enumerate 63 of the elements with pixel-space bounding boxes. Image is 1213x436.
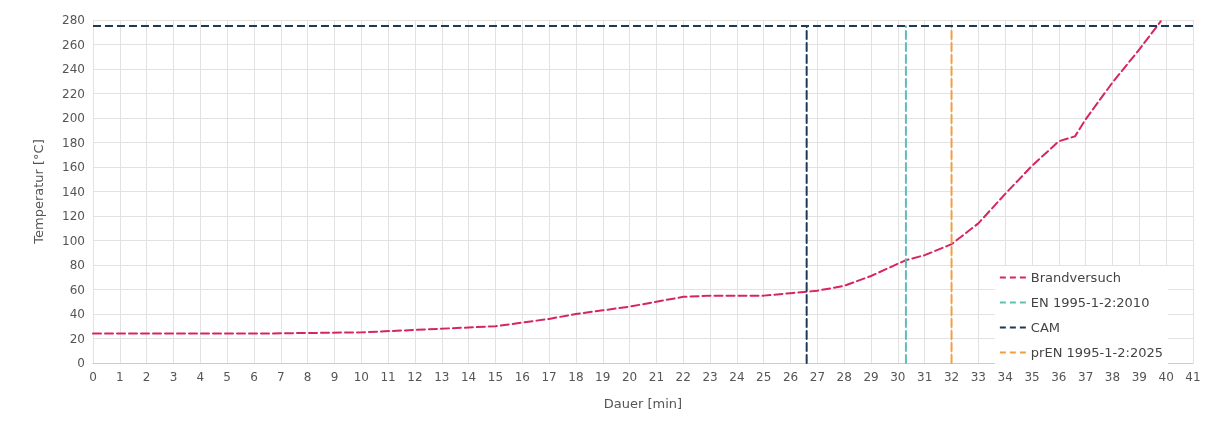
y-axis-title: Temperatur [°C]: [31, 139, 46, 245]
legend-label: EN 1995-1-2:2010: [1030, 295, 1150, 310]
x-tick-label: 10: [353, 370, 369, 384]
x-tick-label: 21: [648, 370, 665, 384]
x-tick-label: 41: [1185, 370, 1201, 384]
y-tick-label: 180: [62, 135, 85, 150]
y-tick-label: 140: [62, 184, 85, 199]
y-tick-label: 60: [69, 282, 85, 297]
legend-label: Brandversuch: [1030, 270, 1122, 285]
y-tick-label: 100: [62, 233, 85, 248]
x-tick-label: 34: [997, 370, 1013, 384]
x-tick-label: 25: [756, 370, 772, 384]
x-tick-label: 14: [460, 370, 477, 384]
x-tick-label: 13: [434, 370, 450, 384]
x-tick-label: 2: [142, 370, 151, 384]
y-tick-label: 20: [69, 331, 85, 346]
x-tick-label: 16: [514, 370, 530, 384]
x-tick-label: 29: [863, 370, 879, 384]
x-tick-label: 11: [380, 370, 396, 384]
x-tick-label: 28: [836, 370, 852, 384]
x-tick-label: 26: [782, 370, 799, 384]
x-tick-label: 8: [303, 370, 312, 384]
x-tick-label: 35: [1024, 370, 1040, 384]
x-tick-label: 24: [729, 370, 745, 384]
x-axis-title: Dauer [min]: [603, 396, 683, 411]
y-tick-label: 260: [62, 37, 85, 52]
x-tick-label: 27: [809, 370, 826, 384]
x-tick-label: 17: [541, 370, 557, 384]
y-tick-label: 240: [62, 62, 85, 76]
x-tick-label: 39: [1131, 370, 1147, 384]
x-tick-label: 38: [1104, 370, 1121, 384]
x-tick-label: 18: [568, 370, 584, 384]
y-tick-label: 220: [62, 86, 85, 101]
x-tick-label: 6: [250, 370, 258, 384]
x-tick-label: 7: [276, 370, 285, 384]
x-tick-label: 30: [890, 370, 906, 384]
x-tick-label: 20: [621, 370, 638, 384]
x-tick-label: 40: [1158, 370, 1174, 384]
y-tick-label: 160: [62, 160, 85, 174]
x-tick-label: 1: [116, 370, 124, 384]
x-tick-label: 32: [943, 370, 960, 384]
x-tick-label: 9: [330, 370, 339, 384]
x-tick-label: 37: [1078, 370, 1094, 384]
x-tick-label: 33: [970, 370, 987, 384]
x-tick-label: 23: [702, 370, 718, 384]
y-tick-label: 120: [62, 209, 85, 223]
x-tick-label: 5: [223, 370, 231, 384]
x-tick-label: 36: [1051, 370, 1067, 384]
y-tick-label: 40: [69, 307, 85, 321]
y-tick-label: 80: [69, 258, 85, 272]
x-tick-label: 19: [595, 370, 611, 384]
x-tick-label: 22: [675, 370, 691, 384]
x-tick-label: 4: [196, 370, 205, 384]
x-tick-label: 0: [89, 370, 97, 384]
y-tick-label: 200: [62, 111, 85, 125]
x-tick-label: 15: [487, 370, 504, 384]
x-tick-label: 12: [407, 370, 423, 384]
x-tick-label: 31: [917, 370, 933, 384]
y-tick-label: 0: [77, 356, 85, 370]
y-tick-label: 280: [62, 13, 85, 27]
legend-label: CAM: [1030, 320, 1061, 335]
legend-label: prEN 1995-1-2:2025: [1030, 345, 1163, 360]
x-tick-label: 3: [169, 370, 178, 384]
